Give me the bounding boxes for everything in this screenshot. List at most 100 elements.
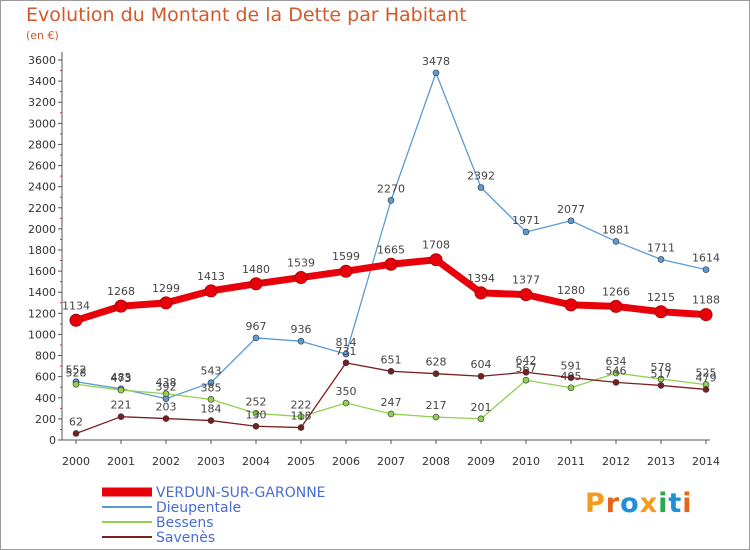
data-point bbox=[657, 375, 665, 383]
data-label: 473 bbox=[111, 372, 132, 385]
data-label: 528 bbox=[66, 366, 87, 379]
data-label: 642 bbox=[516, 354, 537, 367]
data-label: 1266 bbox=[602, 285, 630, 298]
logo-letter: r bbox=[605, 488, 621, 519]
data-point bbox=[249, 277, 263, 291]
data-point bbox=[522, 376, 530, 384]
data-point bbox=[72, 430, 80, 437]
data-label: 1413 bbox=[197, 270, 225, 283]
data-label: 604 bbox=[471, 358, 492, 371]
data-point bbox=[207, 396, 215, 403]
data-point bbox=[519, 288, 533, 302]
x-tick-label: 2009 bbox=[467, 455, 495, 468]
data-point bbox=[699, 308, 713, 322]
data-label: 628 bbox=[426, 356, 447, 369]
data-label: 184 bbox=[201, 403, 222, 416]
y-tick-label: 400 bbox=[35, 392, 56, 405]
data-point bbox=[522, 368, 530, 376]
y-tick-label: 200 bbox=[35, 413, 56, 426]
data-point bbox=[252, 334, 260, 342]
data-point bbox=[432, 370, 440, 378]
logo-letter: o bbox=[620, 488, 640, 519]
data-point bbox=[69, 313, 83, 327]
data-label: 350 bbox=[336, 385, 357, 398]
data-point bbox=[702, 266, 710, 273]
data-label: 1539 bbox=[287, 257, 315, 270]
x-tick-label: 2003 bbox=[197, 455, 225, 468]
data-point bbox=[207, 417, 215, 424]
legend-label: Bessens bbox=[156, 515, 214, 531]
data-point bbox=[162, 415, 170, 422]
data-point bbox=[162, 390, 170, 398]
data-point bbox=[432, 413, 440, 421]
data-label: 201 bbox=[471, 401, 492, 414]
data-label: 634 bbox=[606, 355, 627, 368]
data-point bbox=[72, 380, 80, 388]
data-point bbox=[567, 384, 575, 392]
data-point bbox=[339, 264, 353, 278]
data-point bbox=[117, 386, 125, 394]
data-point bbox=[117, 413, 125, 420]
data-label: 479 bbox=[696, 371, 717, 384]
data-label: 591 bbox=[561, 360, 582, 373]
data-label: 731 bbox=[336, 345, 357, 358]
x-tick-label: 2000 bbox=[62, 455, 90, 468]
chart-subtitle: (en €) bbox=[26, 29, 59, 42]
x-tick-label: 2012 bbox=[602, 455, 630, 468]
logo-letter: t bbox=[668, 488, 683, 519]
data-point bbox=[612, 379, 620, 386]
y-tick-label: 2200 bbox=[28, 202, 56, 215]
data-label: 936 bbox=[291, 323, 312, 336]
data-point bbox=[114, 299, 128, 313]
data-label: 1614 bbox=[692, 252, 720, 265]
data-point bbox=[612, 369, 620, 377]
data-point bbox=[342, 359, 350, 367]
data-point bbox=[609, 299, 623, 313]
logo-letter: i bbox=[682, 488, 693, 519]
logo-letter: i bbox=[658, 488, 669, 519]
data-label: 62 bbox=[69, 415, 83, 428]
x-tick-label: 2007 bbox=[377, 455, 405, 468]
y-tick-label: 2000 bbox=[28, 223, 56, 236]
y-tick-label: 3200 bbox=[28, 96, 56, 109]
data-point bbox=[387, 367, 395, 375]
y-tick-label: 1800 bbox=[28, 244, 56, 257]
data-label: 130 bbox=[246, 408, 267, 421]
data-label: 485 bbox=[111, 371, 132, 384]
y-tick-label: 1000 bbox=[28, 328, 56, 341]
data-label: 1134 bbox=[62, 299, 90, 312]
logo-letter: P bbox=[585, 488, 606, 519]
y-tick-label: 2600 bbox=[28, 160, 56, 173]
data-label: 118 bbox=[291, 410, 312, 423]
data-label: 1971 bbox=[512, 214, 540, 227]
data-point bbox=[387, 410, 395, 418]
y-tick-label: 3400 bbox=[28, 75, 56, 88]
data-label: 651 bbox=[381, 353, 402, 366]
data-label: 222 bbox=[291, 399, 312, 412]
data-point bbox=[204, 284, 218, 298]
data-label: 1708 bbox=[422, 239, 450, 252]
data-point bbox=[522, 228, 530, 236]
chart-title: Evolution du Montant de la Dette par Hab… bbox=[26, 4, 467, 26]
y-tick-label: 1600 bbox=[28, 265, 56, 278]
data-label: 2270 bbox=[377, 182, 405, 195]
x-tick-label: 2006 bbox=[332, 455, 360, 468]
proxiti-logo: Proxiti bbox=[585, 488, 693, 519]
data-point bbox=[657, 256, 665, 263]
data-label: 1268 bbox=[107, 285, 135, 298]
y-tick-label: 2800 bbox=[28, 138, 56, 151]
data-label: 1377 bbox=[512, 274, 540, 287]
data-label: 3478 bbox=[422, 55, 450, 68]
x-tick-label: 2002 bbox=[152, 455, 180, 468]
data-label: 2392 bbox=[467, 170, 495, 183]
y-tick-label: 3600 bbox=[28, 54, 56, 67]
data-label: 1299 bbox=[152, 282, 180, 295]
data-label: 1711 bbox=[647, 241, 675, 254]
y-tick-label: 0 bbox=[49, 434, 56, 447]
data-label: 221 bbox=[111, 399, 132, 412]
data-point bbox=[387, 197, 395, 204]
data-point bbox=[654, 305, 668, 319]
data-label: 517 bbox=[651, 367, 672, 380]
data-label: 1480 bbox=[242, 263, 270, 276]
